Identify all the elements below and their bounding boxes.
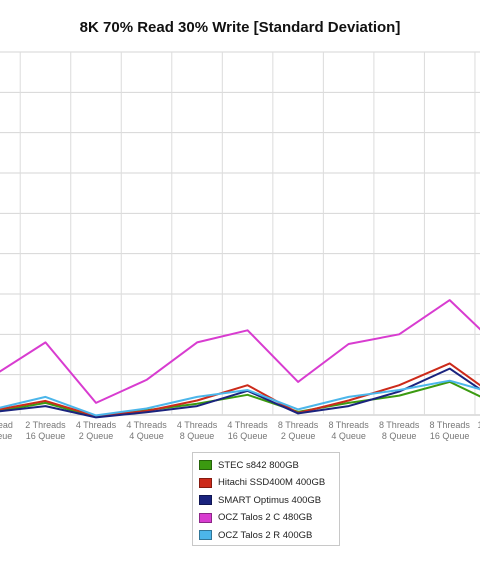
legend-item: Hitachi SSD400M 400GB — [199, 476, 325, 490]
x-tick-label: 4 Threads 4 Queue — [126, 420, 167, 441]
x-tick-label: 4 Threads 2 Queue — [76, 420, 117, 441]
legend-label: OCZ Talos 2 C 480GB — [218, 512, 313, 523]
series-line-ocz-talos-2-c-480gb — [0, 299, 480, 404]
legend-label: OCZ Talos 2 R 400GB — [218, 529, 313, 541]
series-lines — [0, 299, 480, 419]
grid-lines — [0, 51, 480, 416]
series-line-stec-s842-800gb — [0, 380, 480, 418]
x-tick-label: 8 Threads 4 Queue — [328, 420, 369, 441]
legend-item: OCZ Talos 2 R 400GB — [199, 528, 312, 542]
legend-item: STEC s842 800GB — [199, 458, 299, 472]
legend-item: SMART Optimus 400GB — [199, 493, 321, 507]
series-line-hitachi-ssd400m-400gb — [0, 362, 480, 418]
legend-label: STEC s842 800GB — [218, 459, 299, 471]
legend-swatch — [199, 512, 212, 523]
legend-swatch — [199, 530, 212, 540]
chart-title: 8K 70% Read 30% Write [Standard Deviatio… — [79, 19, 401, 36]
x-tick-label: 4 Threads 8 Queue — [177, 420, 218, 441]
legend-swatch — [199, 477, 212, 488]
series-line-ocz-talos-2-r-400gb — [0, 379, 480, 417]
legend-item: OCZ Talos 2 C 480GB — [199, 511, 312, 525]
x-tick-label: 2 Threads 16 Queue — [25, 420, 66, 441]
x-tick-label: 8 Threads 16 Queue — [430, 420, 471, 441]
x-tick-label: 4 Threads 16 Queue — [227, 420, 268, 441]
legend: STEC s842 800GB Hitachi SSD400M 400GB SMAR… — [192, 452, 340, 546]
legend-label: Hitachi SSD400M 400GB — [218, 477, 326, 488]
x-tick-label: 8 Threads 2 Queue — [278, 420, 319, 441]
legend-label: SMART Optimus 400GB — [218, 494, 322, 506]
legend-swatch — [199, 460, 212, 470]
x-tick-label: 8 Threads 8 Queue — [379, 420, 420, 441]
x-tick-label: 1 Thread1 Queue — [0, 420, 13, 441]
legend-swatch — [199, 495, 212, 505]
